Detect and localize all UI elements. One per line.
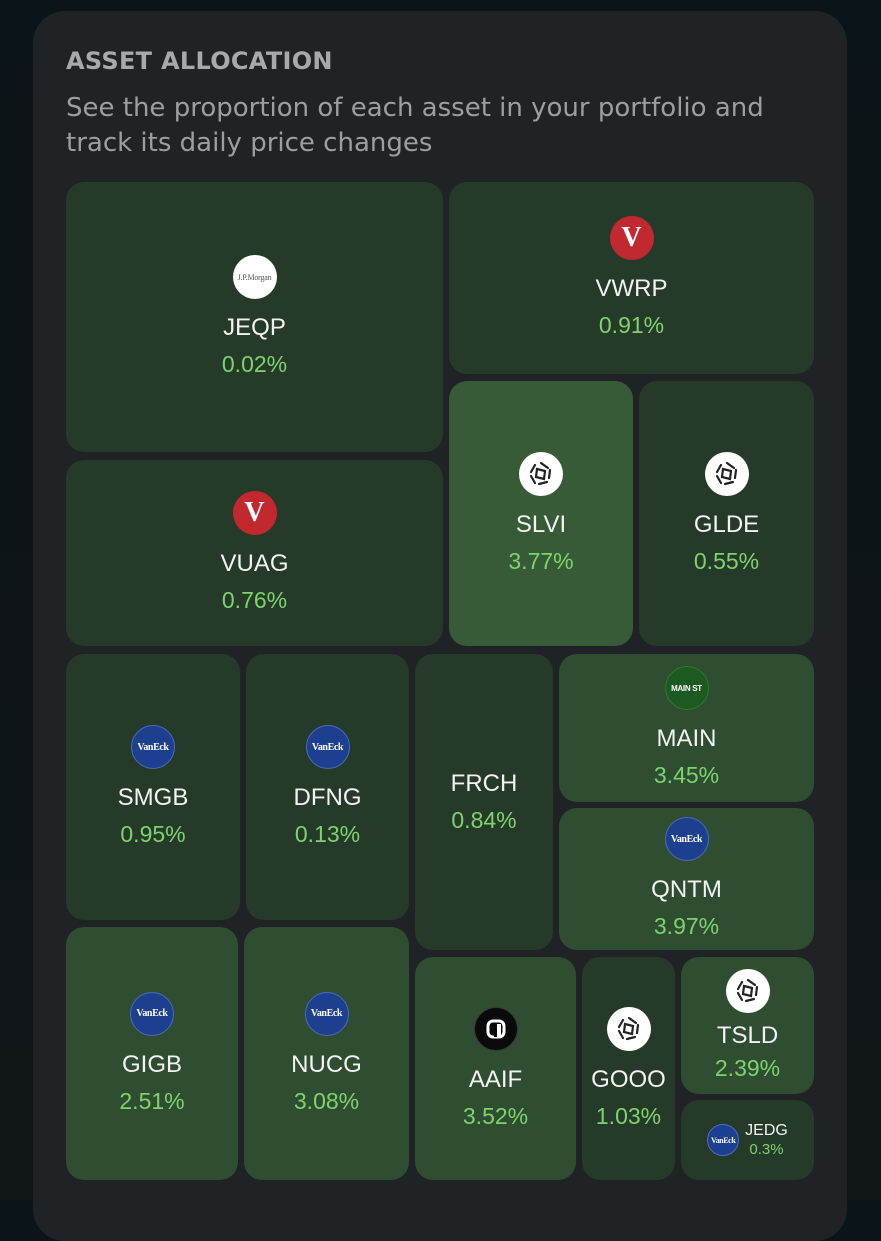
asset-tile-glde[interactable]: GLDE 0.55% [639,381,814,646]
asset-ticker: JEQP [223,314,286,341]
asset-tile-nucg[interactable]: VanEck NUCG 3.08% [244,927,409,1180]
asset-tile-aaif[interactable]: AAIF 3.52% [415,957,576,1180]
asset-tile-jeqp[interactable]: J.P.Morgan JEQP 0.02% [66,182,443,452]
vaneck-logo-icon: VanEck [664,817,709,861]
asset-change: 3.45% [653,762,720,788]
asset-change: 0.84% [451,807,517,833]
wisdomtree-logo-icon [725,968,770,1013]
asset-ticker: GLDE [693,510,760,538]
asset-ticker: GIGB [121,1050,182,1078]
vanguard-logo-icon: V [609,216,654,260]
wisdomtree-logo-icon [606,1006,651,1051]
asset-ticker: FRCH [450,770,518,797]
asset-tile-main[interactable]: MAIN ST MAIN 3.45% [559,654,814,802]
wisdomtree-logo-icon [519,451,563,496]
asset-ticker: MAIN [656,725,717,752]
asset-ticker: JEDG [745,1122,788,1139]
wisdomtree-logo-icon [704,451,749,496]
asset-change: 3.52% [462,1102,529,1129]
section-title: ASSET ALLOCATION [66,47,333,75]
asset-tile-smgb[interactable]: VanEck SMGB 0.95% [66,654,240,920]
asset-change: 3.08% [293,1087,360,1114]
asset-tile-vwrp[interactable]: V VWRP 0.91% [449,182,814,374]
vaneck-logo-icon: VanEck [130,991,174,1036]
asset-change: 0.13% [294,821,361,847]
asset-change: 0.02% [221,351,288,377]
asset-tile-dfng[interactable]: VanEck DFNG 0.13% [246,654,409,920]
asset-change: 0.55% [693,547,760,574]
asset-change: 2.51% [119,1087,185,1114]
mainst-logo-icon: MAIN ST [664,666,709,710]
asset-ticker: DFNG [293,784,362,811]
asset-change: 0.76% [221,587,288,613]
asset-change: 3.97% [653,913,720,939]
asset-ticker: TSLD [716,1021,779,1049]
asset-tile-slvi[interactable]: SLVI 3.77% [449,381,633,646]
vaneck-logo-icon: VanEck [305,725,350,769]
asset-ticker: AAIF [468,1065,523,1093]
asset-ticker: VUAG [220,550,289,577]
asset-tile-jedg[interactable]: VanEck JEDG 0.3% [681,1100,814,1180]
asset-tile-tsld[interactable]: TSLD 2.39% [681,957,814,1094]
vaneck-logo-icon: VanEck [707,1124,740,1156]
aaif-logo-icon [473,1006,518,1051]
vanguard-logo-icon: V [232,491,277,535]
asset-ticker: NUCG [291,1050,362,1078]
asset-change: 1.03% [595,1102,662,1129]
asset-change: 0.91% [598,312,665,338]
asset-change: 3.77% [508,547,574,574]
asset-ticker: GOOO [591,1065,666,1093]
vaneck-logo-icon: VanEck [131,725,175,769]
asset-ticker: SMGB [117,784,189,811]
asset-tile-frch[interactable]: FRCH 0.84% [415,654,553,950]
jpmorgan-logo-icon: J.P.Morgan [232,255,277,299]
asset-ticker: QNTM [651,876,722,903]
asset-change: 0.95% [120,821,186,847]
asset-ticker: VWRP [595,275,668,302]
asset-tile-gigb[interactable]: VanEck GIGB 2.51% [66,927,238,1180]
asset-tile-qntm[interactable]: VanEck QNTM 3.97% [559,808,814,950]
section-subtitle: See the proportion of each asset in your… [66,93,764,158]
asset-tile-vuag[interactable]: V VUAG 0.76% [66,460,443,646]
asset-change: 0.3% [749,1141,784,1158]
asset-ticker: SLVI [515,510,567,538]
vaneck-logo-icon: VanEck [304,991,349,1036]
asset-tile-gooo[interactable]: GOOO 1.03% [582,957,675,1180]
asset-change: 2.39% [714,1054,781,1081]
